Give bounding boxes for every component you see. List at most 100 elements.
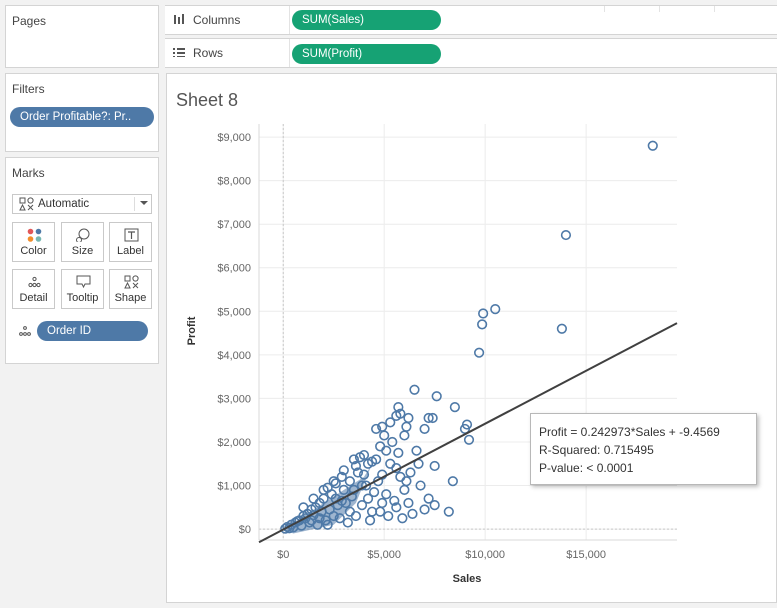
data-point	[401, 421, 412, 432]
data-point	[403, 412, 414, 424]
sheet-view[interactable]: Sheet 8 $0 $1,000 $2,000 $3,000 $4,000 $5,000…	[166, 73, 777, 603]
data-point	[338, 465, 349, 476]
filters-panel[interactable]: Filters Order Profitable?: Pr..	[5, 73, 159, 152]
data-point	[447, 476, 458, 487]
data-point	[366, 506, 378, 517]
dense-point-cluster	[283, 463, 373, 534]
y-tick-label: $1,000	[217, 481, 251, 493]
data-point	[381, 445, 392, 456]
label-icon	[124, 228, 139, 242]
y-tick-label: $9,000	[217, 132, 251, 144]
data-point	[490, 304, 501, 315]
data-point	[399, 430, 410, 441]
data-point	[354, 452, 366, 463]
data-point	[474, 347, 485, 358]
y-axis-title: Profit	[186, 316, 198, 345]
columns-shelf[interactable]: Columns SUM(Sales)	[165, 5, 777, 35]
data-point	[280, 523, 291, 534]
data-point	[407, 508, 418, 519]
data-point	[292, 516, 303, 527]
marks-shape-button[interactable]: Shape	[109, 269, 152, 309]
data-point	[358, 469, 370, 480]
marks-color-button[interactable]: Color	[12, 222, 55, 262]
data-point	[405, 467, 416, 478]
marks-label-button[interactable]: Label	[109, 222, 152, 262]
data-point	[375, 441, 386, 452]
data-point	[423, 412, 434, 424]
data-point	[397, 513, 408, 524]
data-point	[338, 484, 349, 496]
data-point	[350, 510, 362, 522]
data-point	[419, 504, 430, 515]
pages-title: Pages	[12, 14, 47, 28]
data-point	[377, 497, 388, 509]
data-point	[336, 471, 347, 482]
scatter-chart[interactable]: $0 $1,000 $2,000 $3,000 $4,000 $5,000 $6,000 $7…	[167, 74, 777, 604]
detail-dots-icon	[28, 276, 41, 288]
data-point	[364, 515, 376, 526]
data-point	[391, 410, 402, 421]
marks-detail-button[interactable]: Detail	[12, 269, 55, 309]
data-point	[478, 308, 489, 319]
y-tick-label: $4,000	[217, 350, 251, 362]
data-point	[401, 476, 412, 487]
x-tick-label: $0	[277, 549, 289, 561]
data-point	[344, 476, 355, 487]
data-point	[383, 510, 394, 522]
rows-pill-sum-profit[interactable]: SUM(Profit)	[292, 44, 441, 64]
columns-pill-sum-sales[interactable]: SUM(Sales)	[292, 10, 441, 30]
data-point	[556, 323, 567, 334]
data-point	[350, 460, 362, 472]
data-point	[431, 391, 442, 402]
mark-type-label: Automatic	[38, 198, 90, 210]
data-point	[391, 502, 402, 513]
trend-line-tooltip: Profit = 0.242973*Sales + -9.4569 R-Squa…	[530, 413, 757, 485]
y-tick-label: $6,000	[217, 263, 251, 275]
mark-type-dropdown[interactable]: Automatic	[12, 194, 152, 214]
data-point	[371, 454, 382, 465]
marks-panel: Marks Automatic Color Size Label	[5, 157, 159, 364]
chevron-down-icon	[140, 201, 148, 205]
trend-equation: Profit = 0.242973*Sales + -9.4569	[539, 425, 720, 439]
data-point	[352, 467, 364, 478]
detail-pill-order-id[interactable]: Order ID	[37, 321, 148, 341]
x-tick-label: $10,000	[465, 549, 505, 561]
data-point	[395, 471, 406, 482]
data-point	[306, 515, 317, 526]
data-point	[381, 489, 392, 500]
data-point	[429, 460, 440, 472]
data-point	[322, 519, 333, 530]
data-point	[308, 493, 319, 504]
data-point	[360, 480, 372, 491]
y-tick-label: $3,000	[217, 393, 251, 405]
rows-shelf[interactable]: Rows SUM(Profit)	[165, 38, 777, 68]
filter-pill-order-profitable[interactable]: Order Profitable?: Pr..	[10, 107, 154, 127]
columns-shelf-label: Columns	[173, 13, 240, 27]
x-tick-label: $15,000	[566, 549, 606, 561]
marks-tooltip-button[interactable]: Tooltip	[61, 269, 104, 309]
data-point	[411, 445, 422, 456]
marks-title: Marks	[12, 166, 45, 180]
trend-line-group	[258, 322, 678, 544]
size-icon	[76, 228, 90, 242]
rows-icon	[173, 48, 185, 57]
data-point	[443, 506, 454, 517]
y-tick-label: $8,000	[217, 176, 251, 188]
gridlines	[259, 124, 677, 540]
data-point	[427, 412, 438, 424]
columns-icon	[174, 14, 184, 24]
data-point	[379, 430, 390, 441]
data-points	[280, 140, 658, 534]
data-point	[342, 517, 353, 528]
data-point	[399, 484, 410, 496]
trend-line	[258, 322, 678, 544]
pages-panel[interactable]: Pages	[5, 5, 159, 68]
trend-p-value: P-value: < 0.0001	[539, 461, 634, 475]
shape-icon	[124, 275, 139, 289]
data-point	[328, 476, 339, 487]
filters-title: Filters	[12, 82, 45, 96]
marks-size-button[interactable]: Size	[61, 222, 104, 262]
trend-r-squared: R-Squared: 0.715495	[539, 443, 654, 457]
marks-shape-label: Shape	[114, 292, 147, 304]
data-point	[429, 500, 440, 511]
